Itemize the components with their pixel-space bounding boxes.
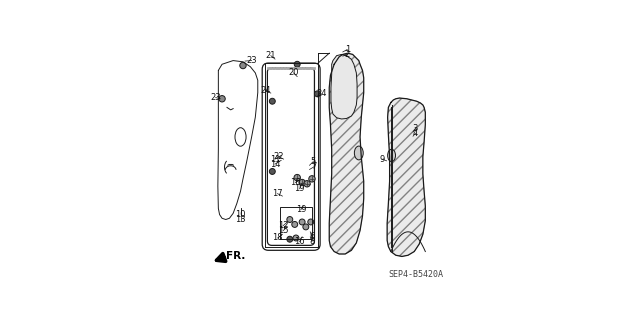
Text: 2: 2 [344, 50, 350, 59]
Circle shape [299, 219, 305, 225]
Text: 17: 17 [272, 189, 283, 198]
Text: 9: 9 [380, 155, 385, 164]
Circle shape [294, 174, 300, 181]
Circle shape [299, 179, 305, 186]
Text: 12: 12 [278, 221, 289, 230]
Circle shape [269, 98, 275, 104]
Circle shape [219, 96, 225, 102]
Text: 1: 1 [344, 45, 350, 54]
Text: 19: 19 [296, 205, 306, 214]
Ellipse shape [355, 146, 364, 160]
Circle shape [287, 217, 292, 222]
Text: 24: 24 [260, 86, 271, 95]
Text: 23: 23 [246, 56, 257, 65]
Circle shape [308, 176, 315, 182]
Circle shape [287, 236, 292, 242]
Text: 13: 13 [236, 215, 246, 224]
Text: 11: 11 [270, 155, 280, 164]
Text: 3: 3 [413, 124, 418, 133]
Text: SEP4-B5420A: SEP4-B5420A [389, 270, 444, 279]
Circle shape [293, 235, 299, 241]
Text: 5: 5 [310, 157, 316, 166]
Circle shape [314, 91, 321, 97]
Circle shape [240, 62, 246, 69]
Circle shape [292, 221, 298, 228]
Text: 24: 24 [317, 89, 327, 98]
Text: 21: 21 [266, 51, 276, 60]
Text: 18: 18 [273, 234, 283, 243]
Text: 22: 22 [273, 152, 284, 161]
Circle shape [269, 169, 275, 174]
Circle shape [303, 224, 308, 230]
Text: 19: 19 [294, 184, 305, 193]
Text: 6: 6 [309, 232, 315, 241]
Polygon shape [329, 53, 364, 254]
Text: 4: 4 [413, 129, 418, 138]
Text: 16: 16 [294, 237, 305, 246]
Text: 23: 23 [211, 93, 221, 102]
Text: 10: 10 [236, 210, 246, 219]
Text: 8: 8 [309, 237, 315, 246]
Polygon shape [331, 54, 357, 119]
Circle shape [308, 219, 314, 225]
Text: FR.: FR. [226, 252, 245, 261]
Polygon shape [387, 98, 426, 256]
Circle shape [304, 180, 310, 187]
Text: 16: 16 [290, 178, 301, 187]
Text: 14: 14 [270, 160, 280, 169]
Circle shape [294, 61, 300, 67]
Text: 15: 15 [278, 226, 289, 235]
Ellipse shape [388, 149, 396, 162]
Text: 20: 20 [288, 68, 299, 77]
Text: 7: 7 [312, 162, 317, 171]
